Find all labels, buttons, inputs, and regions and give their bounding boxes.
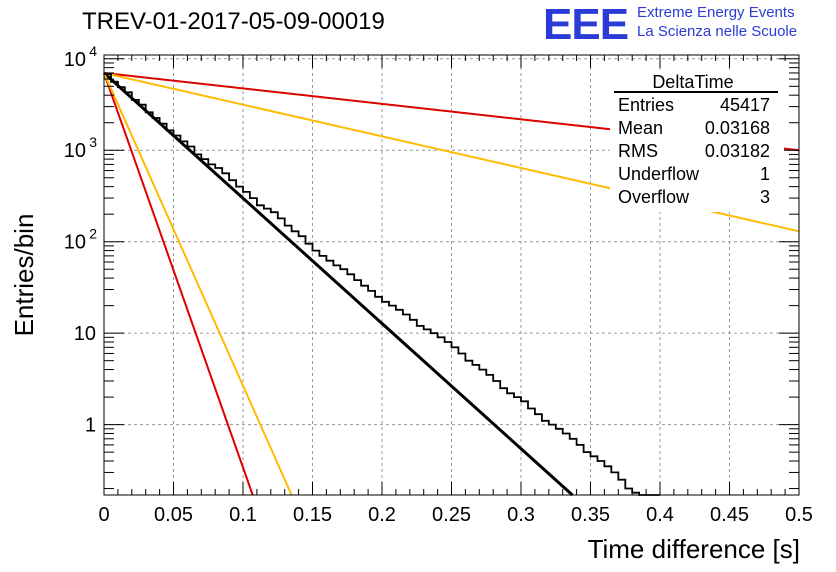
x-tick-labels: 0 0.05 0.1 0.15 0.2 0.25 0.3 0.35 0.4 0.45 0.5: [98, 504, 812, 526]
x-tick-label: 0.35: [571, 504, 610, 526]
fit-line-2: [103, 72, 254, 496]
y-tick-exponent: 2: [89, 226, 97, 242]
x-tick-label: 0.15: [293, 504, 332, 526]
y-tick-label: 10: [64, 232, 86, 254]
org-name-line2: La Scienza nelle Scuole: [637, 23, 798, 40]
stats-mean-label: Mean: [618, 118, 663, 138]
eee-logo: EEE: [543, 0, 629, 49]
stats-overflow-label: Overflow: [618, 187, 690, 207]
x-tick-label: 0.25: [432, 504, 471, 526]
x-tick-label: 0.1: [229, 504, 257, 526]
y-tick-exponent: 4: [89, 43, 97, 59]
stats-name: DeltaTime: [652, 72, 733, 92]
y-axis-label: Entries/bin: [9, 214, 39, 337]
stats-box: DeltaTime Entries 45417 Mean 0.03168 RMS…: [610, 70, 784, 212]
y-tick-label: 10: [74, 323, 96, 345]
y-tick-exponent: 3: [89, 134, 97, 150]
x-axis-label: Time difference [s]: [588, 534, 800, 564]
org-name-line1: Extreme Energy Events: [637, 4, 795, 21]
stats-entries-label: Entries: [618, 95, 674, 115]
stats-rms-value: 0.03182: [705, 141, 770, 161]
histogram: [104, 73, 660, 496]
stats-overflow-value: 3: [760, 187, 770, 207]
chart-title: TREV-01-2017-05-09-00019: [82, 8, 385, 35]
x-tick-label: 0: [98, 504, 109, 526]
x-tick-label: 0.2: [368, 504, 396, 526]
histogram-step: [104, 73, 660, 496]
y-tick-label: 10: [64, 140, 86, 162]
fit-line-3: [103, 72, 293, 496]
stats-underflow-value: 1: [760, 164, 770, 184]
stats-rms-label: RMS: [618, 141, 658, 161]
stats-mean-value: 0.03168: [705, 118, 770, 138]
fit-line-1: [102, 71, 574, 497]
x-tick-label: 0.5: [785, 504, 813, 526]
stats-underflow-label: Underflow: [618, 164, 700, 184]
y-tick-label: 1: [85, 415, 96, 437]
x-tick-label: 0.4: [646, 504, 674, 526]
x-tick-label: 0.05: [154, 504, 193, 526]
y-tick-label: 10: [64, 49, 86, 71]
x-tick-label: 0.3: [507, 504, 535, 526]
stats-entries-value: 45417: [720, 95, 770, 115]
x-tick-label: 0.45: [710, 504, 749, 526]
axis-ticks: [103, 55, 800, 495]
